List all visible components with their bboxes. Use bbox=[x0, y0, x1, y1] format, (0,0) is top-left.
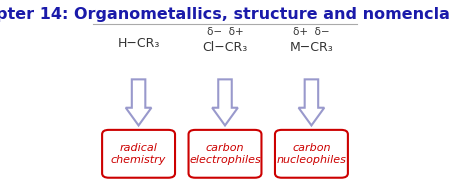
FancyBboxPatch shape bbox=[275, 130, 348, 178]
FancyBboxPatch shape bbox=[189, 130, 261, 178]
Text: M−CR₃: M−CR₃ bbox=[289, 41, 333, 54]
Text: δ−  δ+: δ− δ+ bbox=[207, 26, 243, 37]
Text: carbon
electrophiles: carbon electrophiles bbox=[189, 143, 261, 165]
Text: Cl−CR₃: Cl−CR₃ bbox=[202, 41, 248, 54]
Text: H−CR₃: H−CR₃ bbox=[117, 37, 160, 50]
FancyBboxPatch shape bbox=[102, 130, 175, 178]
Text: radical
chemistry: radical chemistry bbox=[111, 143, 166, 165]
FancyArrow shape bbox=[126, 79, 151, 125]
FancyArrow shape bbox=[212, 79, 238, 125]
FancyArrow shape bbox=[299, 79, 324, 125]
Text: carbon
nucleophiles: carbon nucleophiles bbox=[276, 143, 346, 165]
Text: δ+  δ−: δ+ δ− bbox=[293, 26, 330, 37]
Text: Chapter 14: Organometallics, structure and nomenclature: Chapter 14: Organometallics, structure a… bbox=[0, 7, 450, 22]
